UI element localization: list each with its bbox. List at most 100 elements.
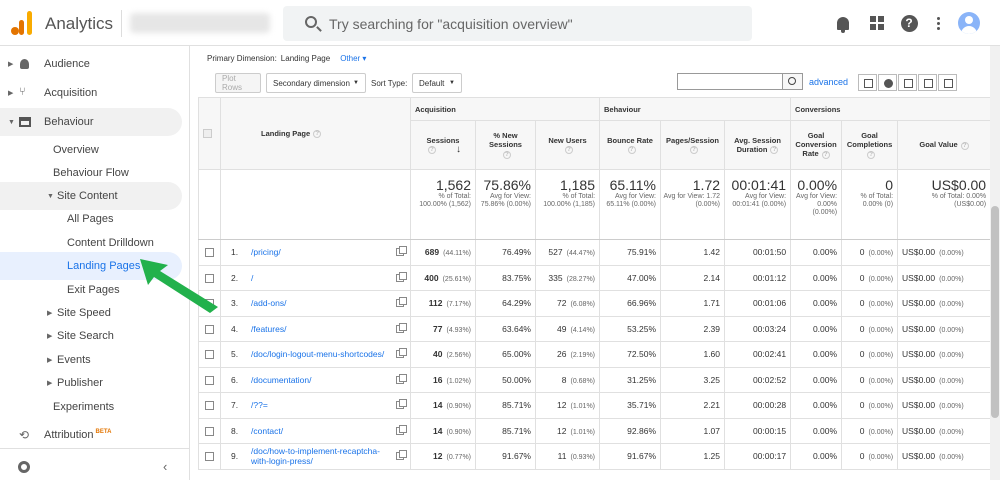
open-external-icon[interactable] (396, 322, 407, 333)
col-bounce-rate[interactable]: Bounce Rate? (599, 120, 662, 170)
row-checkbox[interactable] (205, 401, 214, 411)
scrollbar-thumb[interactable] (991, 206, 999, 418)
row-checkbox[interactable] (205, 273, 214, 283)
sidebar-item-audience[interactable]: ▶ Audience (8, 58, 90, 70)
sidebar-item-publisher[interactable]: ▶ Publisher (47, 377, 103, 389)
open-external-icon[interactable] (396, 246, 407, 257)
avatar[interactable] (958, 12, 980, 34)
landing-page-link[interactable]: /doc/how-to-implement-recaptcha-with-log… (251, 446, 380, 467)
advanced-filter-link[interactable]: advanced (809, 77, 849, 87)
search-bar[interactable] (283, 6, 752, 41)
table-row: 9. /doc/how-to-implement-recaptcha-with-l… (198, 443, 992, 470)
landing-page-link[interactable]: /documentation/ (251, 374, 312, 385)
report-area: Primary Dimension: Landing Page Other ▾ Pl… (198, 46, 992, 480)
open-external-icon[interactable] (396, 348, 407, 359)
row-number: 7. (231, 400, 239, 411)
row-number: 6. (231, 374, 239, 385)
sidebar-item-exit-pages[interactable]: Exit Pages (67, 284, 120, 296)
sidebar-item-attribution[interactable]: ⟲ Attribution BETA (19, 428, 112, 442)
row-checkbox[interactable] (205, 452, 214, 462)
collapse-chevron-icon[interactable]: ‹ (163, 459, 168, 474)
scrollbar[interactable] (990, 46, 1000, 480)
beta-badge: BETA (95, 429, 112, 435)
pivot-view-icon[interactable] (938, 74, 957, 91)
col-sessions[interactable]: Sessions? ↓ (410, 120, 476, 170)
row-number: 1. (231, 247, 239, 258)
landing-page-link[interactable]: /pricing/ (251, 247, 281, 258)
row-checkbox[interactable] (205, 350, 214, 360)
acquisition-icon: ⑂ (19, 86, 26, 98)
landing-pages-table: Landing Page? Acquisition Behaviour Conv… (198, 97, 992, 470)
account-selector-blurred[interactable] (130, 13, 270, 33)
row-number: 5. (231, 349, 239, 360)
search-input[interactable] (329, 14, 729, 34)
sidebar-item-site-content[interactable]: ▼ Site Content (0, 182, 182, 210)
group-acquisition: Acquisition (409, 97, 601, 121)
sidebar-item-behaviour-flow[interactable]: Behaviour Flow (53, 167, 129, 179)
search-icon (305, 16, 317, 28)
row-checkbox[interactable] (205, 248, 214, 258)
open-external-icon[interactable] (396, 424, 407, 435)
row-number: 3. (231, 298, 239, 309)
secondary-dimension-select[interactable]: Secondary dimension ▼ (266, 73, 366, 93)
group-behaviour: Behaviour (599, 97, 792, 121)
comparison-view-icon[interactable] (918, 74, 937, 91)
col-avg-duration[interactable]: Avg. Session Duration? (724, 120, 792, 170)
table-toolbar: Plot Rows Secondary dimension ▼ Sort Type… (198, 70, 990, 96)
performance-view-icon[interactable] (898, 74, 917, 91)
col-new-sessions[interactable]: % New Sessions? (475, 120, 536, 170)
sidebar-item-all-pages[interactable]: All Pages (67, 213, 114, 225)
col-goal-completions[interactable]: Goal Completions? (841, 120, 899, 170)
open-external-icon[interactable] (396, 450, 407, 461)
sidebar-item-overview[interactable]: Overview (53, 144, 99, 156)
select-all-checkbox[interactable] (203, 129, 212, 139)
totals-row: 1,562% of Total: 100.00% (1,562) 75.86% A… (198, 169, 992, 240)
pie-view-icon[interactable] (878, 74, 897, 91)
analytics-logo[interactable] (11, 11, 33, 35)
col-goal-conversion[interactable]: Goal Conversion Rate? (790, 120, 843, 170)
landing-page-link[interactable]: /contact/ (251, 425, 284, 436)
bell-icon[interactable] (833, 13, 853, 33)
sidebar-item-site-speed[interactable]: ▶ Site Speed (47, 307, 111, 319)
sidebar-item-events[interactable]: ▶ Events (47, 354, 91, 366)
person-icon (20, 59, 29, 69)
open-external-icon[interactable] (396, 373, 407, 384)
sort-type-select[interactable]: Default ▼ (412, 73, 462, 93)
help-icon[interactable]: ? (899, 13, 919, 33)
sidebar-item-behaviour[interactable]: ▼ Behaviour (0, 108, 182, 136)
table-view-icon[interactable] (858, 74, 877, 91)
apps-grid-icon[interactable] (867, 13, 887, 33)
open-external-icon[interactable] (396, 399, 407, 410)
sidebar-item-experiments[interactable]: Experiments (53, 401, 115, 413)
plot-rows-button[interactable]: Plot Rows (215, 73, 261, 93)
group-conversions: Conversions (790, 97, 992, 121)
col-goal-value[interactable]: Goal Value? (897, 120, 992, 170)
table-row: 5./doc/login-logout-menu-shortcodes/40 (2… (198, 341, 992, 368)
landing-page-link[interactable]: /doc/login-logout-menu-shortcodes/ (251, 349, 385, 360)
row-checkbox[interactable] (205, 426, 214, 436)
table-row: 6./documentation/16 (1.02%) 50.00% 8 (0.68%)… (198, 366, 992, 393)
row-checkbox[interactable] (205, 375, 214, 385)
sidebar-item-acquisition[interactable]: ▶ ⑂ Acquisition (8, 86, 98, 99)
landing-page-link[interactable]: /features/ (251, 323, 287, 334)
col-pages-session[interactable]: Pages/Session? (660, 120, 726, 170)
gear-icon[interactable] (18, 461, 30, 473)
table-search-icon[interactable] (783, 73, 803, 90)
landing-page-link[interactable]: /add-ons/ (251, 298, 287, 309)
help-icon[interactable]: ? (313, 130, 322, 138)
open-external-icon[interactable] (396, 297, 407, 308)
landing-page-link[interactable]: /??= (251, 400, 268, 411)
table-filter-input[interactable] (677, 73, 783, 90)
row-number: 2. (231, 272, 239, 283)
sidebar-item-content-drilldown[interactable]: Content Drilldown (67, 237, 154, 249)
col-new-users[interactable]: New Users? (534, 120, 601, 170)
landing-page-link[interactable]: / (251, 272, 254, 283)
open-external-icon[interactable] (396, 271, 407, 282)
sidebar-footer: ‹ (0, 448, 190, 480)
col-landing-page[interactable]: Landing Page? (220, 97, 411, 170)
primary-dimension-bar: Primary Dimension: Landing Page Other ▾ (207, 54, 367, 63)
row-checkbox[interactable] (205, 324, 214, 334)
more-vert-icon[interactable] (928, 13, 948, 33)
sidebar-item-site-search[interactable]: ▶ Site Search (47, 330, 114, 342)
other-dimension-link[interactable]: Other ▾ (340, 54, 367, 63)
